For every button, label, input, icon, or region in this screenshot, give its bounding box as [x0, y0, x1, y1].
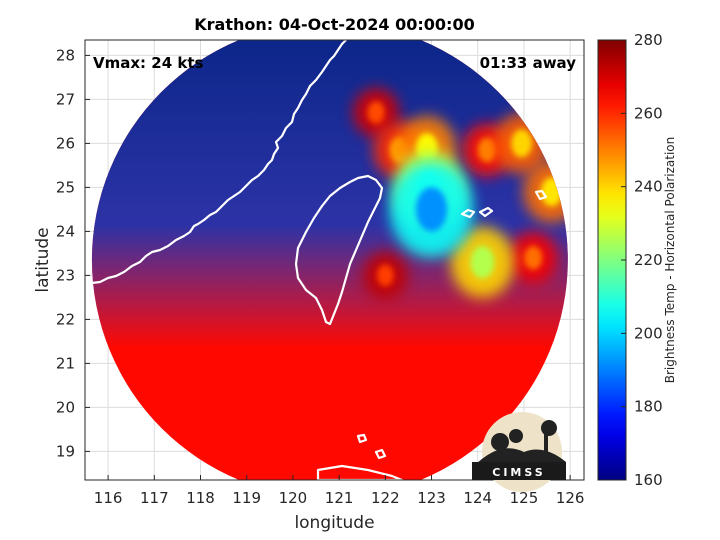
vmax-annotation: Vmax: 24 kts [93, 54, 203, 72]
convection-features [353, 88, 568, 300]
brightness-temp-swath [91, 40, 568, 480]
x-tick-label: 120 [279, 489, 308, 507]
colorbar-tick-label: 220 [634, 251, 663, 269]
feature-core [470, 245, 495, 279]
x-tick-label: 117 [140, 489, 169, 507]
x-tick-label: 124 [463, 489, 492, 507]
feature-core [367, 101, 385, 124]
colorbar-tick-label: 180 [634, 398, 663, 416]
x-tick-label: 116 [94, 489, 123, 507]
coastline-china [85, 40, 347, 287]
colorbar-ticks: 160 180 200 220 240 260 280 [621, 31, 663, 489]
cimss-logo: CIMSS [472, 412, 566, 492]
x-tick-label: 123 [417, 489, 446, 507]
colorbar-tick-label: 260 [634, 104, 663, 122]
coastlines [85, 40, 548, 480]
feature-core [477, 137, 497, 163]
feature-core [415, 187, 448, 232]
y-tick-label: 28 [56, 46, 75, 64]
y-tick-label: 25 [56, 178, 75, 196]
y-tick-label: 24 [56, 222, 75, 240]
feature-core [511, 129, 533, 158]
colorbar-tick-label: 160 [634, 471, 663, 489]
coastline-taiwan [294, 174, 384, 326]
x-tick-label: 126 [556, 489, 585, 507]
x-tick-label: 122 [371, 489, 400, 507]
y-tick-label: 21 [56, 354, 75, 372]
y-tick-label: 19 [56, 442, 75, 460]
x-tick-label: 121 [325, 489, 354, 507]
x-tick-label: 125 [510, 489, 539, 507]
axes-frame [84, 39, 585, 481]
y-tick-label: 27 [56, 90, 75, 108]
y-tick-label: 20 [56, 398, 75, 416]
y-tick-label: 26 [56, 134, 75, 152]
feature-core [524, 245, 543, 270]
y-tick-label: 23 [56, 266, 75, 284]
colorbar-tick-label: 240 [634, 178, 663, 196]
logo-text: CIMSS [492, 466, 545, 479]
y-tick-label: 22 [56, 310, 75, 328]
x-tick-label: 118 [186, 489, 215, 507]
x-axis-label: longitude [294, 513, 374, 533]
colorbar-tick-label: 200 [634, 324, 663, 342]
y-axis-ticks: 19 20 21 22 23 24 25 26 27 28 [56, 46, 90, 460]
colorbar-label: Brightness Temp - Horizontal Polarizatio… [663, 137, 677, 384]
x-tick-label: 119 [232, 489, 261, 507]
time-away-annotation: 01:33 away [480, 54, 577, 72]
feature-core [376, 264, 394, 287]
x-axis-ticks: 116 117 118 119 120 121 122 123 124 125 126 [94, 475, 585, 507]
colorbar-tick-label: 280 [634, 31, 663, 49]
y-axis-label: latitude [33, 227, 53, 292]
coastline-islands [316, 189, 548, 480]
chart-title: Krathon: 04-Oct-2024 00:00:00 [194, 15, 474, 34]
